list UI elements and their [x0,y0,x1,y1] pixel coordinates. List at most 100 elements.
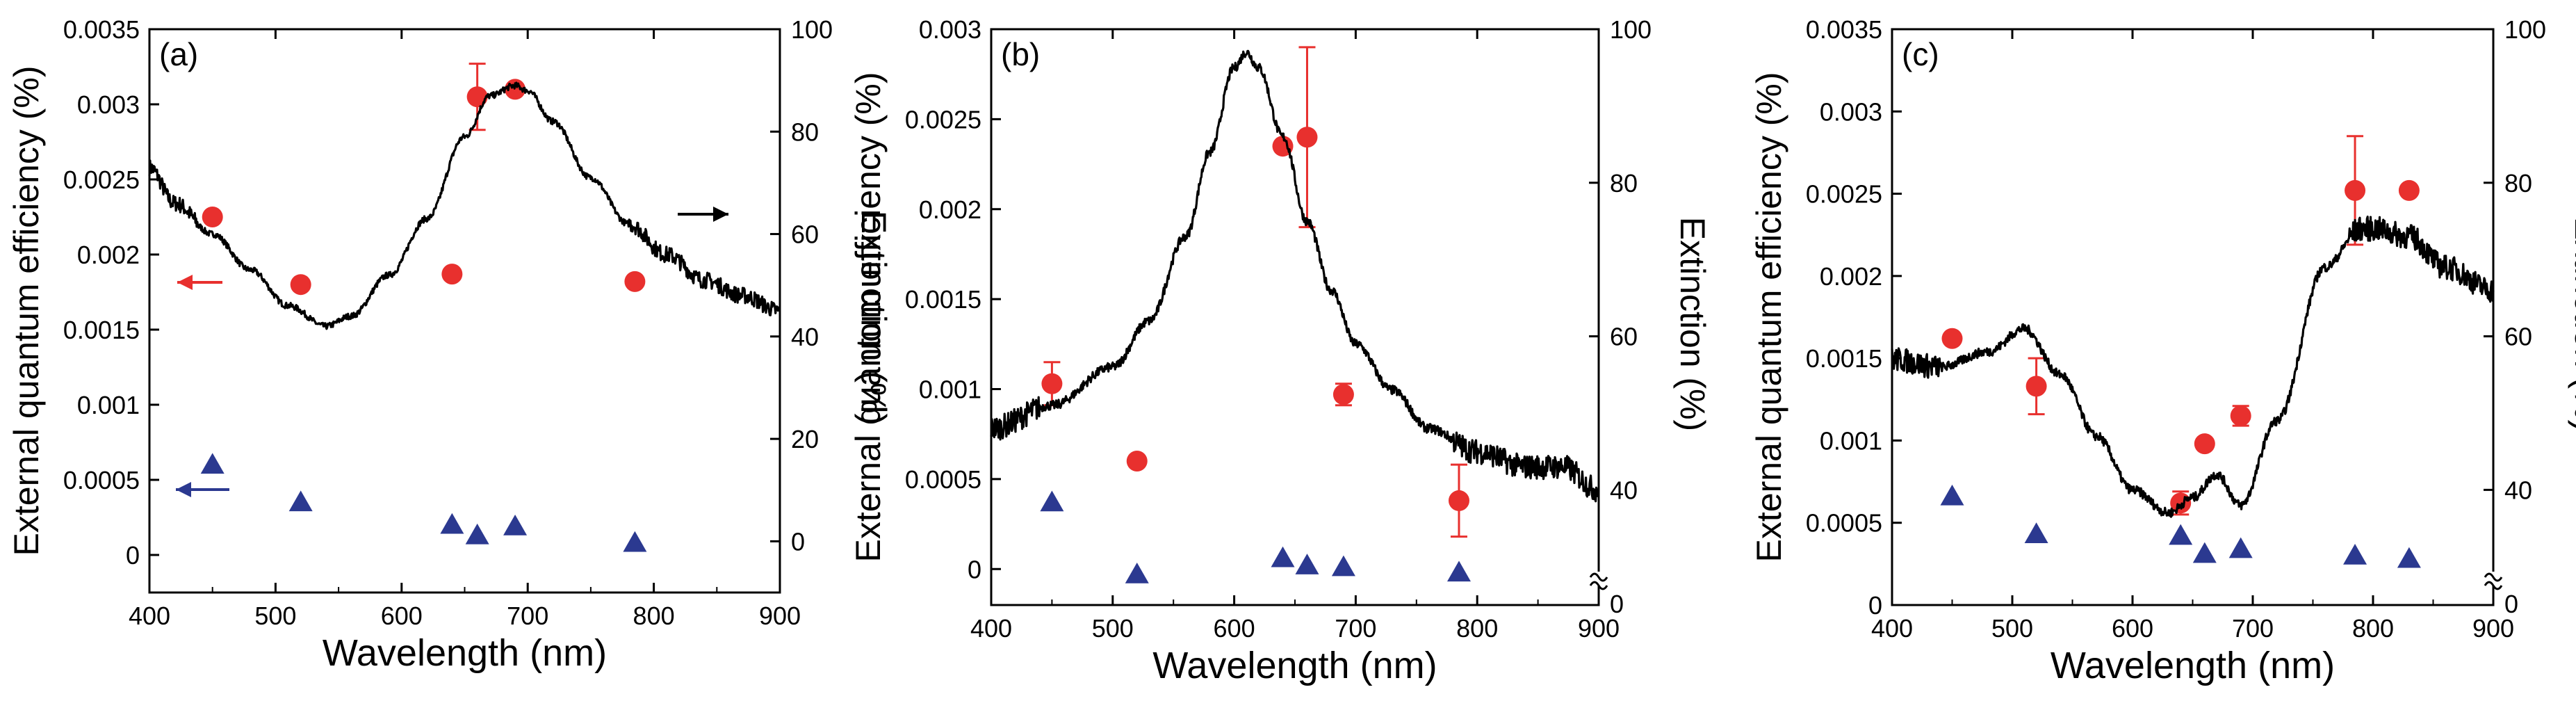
eqe-triangle-point [2024,522,2048,544]
x-tick-label: 400 [1871,614,1913,643]
eqe-circle-point [2230,405,2251,426]
axis-break-mark [2484,572,2503,582]
plot-frame [148,28,781,594]
y2-tick-label: 80 [2504,169,2532,198]
eqe-circle-point [1941,328,1963,349]
eqe-triangle-point [2169,524,2193,545]
y2-tick-label: 40 [791,323,819,351]
x-tick-label: 400 [129,602,170,630]
eqe-triangle-point [2192,542,2217,563]
x-axis-label: Wavelength (nm) [2051,645,2335,686]
y-tick-label: 0.0005 [1806,509,1882,538]
x-tick-label: 500 [1092,614,1134,643]
y-tick-label: 0.0025 [63,166,140,194]
eqe-triangle-point [1940,484,1964,506]
panel-label: (c) [1902,36,1939,72]
x-tick-label: 700 [2232,614,2274,643]
y-tick-label: 0 [1868,591,1882,620]
eqe-circle-point [290,274,311,296]
y-tick-label: 0.001 [77,391,140,419]
eqe-triangle-point [465,523,489,545]
eqe-triangle-point [2343,544,2367,565]
eqe-circle-point [624,271,646,292]
y2-tick-label: 0 [1610,590,1624,618]
eqe-circle-point [1296,127,1318,148]
y2-tick-label: 40 [1610,476,1638,504]
circle-series-arrow-head [177,275,193,290]
y-tick-label: 0.002 [77,241,140,269]
eqe-circle-point [2345,179,2366,201]
x-tick-label: 400 [970,614,1012,643]
y-tick-label: 0.001 [1820,426,1882,455]
y2-tick-label: 20 [791,425,819,453]
x-tick-label: 800 [633,602,675,630]
panel-a: 400 500 600 700 800 90000.00050.0010.00150.00… [7,15,893,674]
eqe-circle-point [441,264,463,285]
eqe-circle-point [202,207,223,227]
y2-tick-label: 40 [2504,476,2532,504]
y-tick-label: 0.002 [919,195,981,224]
eqe-circle-point [1041,373,1063,394]
plot-frame [990,28,1600,606]
eqe-triangle-point [2228,537,2253,558]
y2-tick-label: 80 [791,118,819,146]
panel-b: 400 500 600 700 800 90000.00050.0010.00150.00… [849,15,1712,686]
y-axis-label: External quantum efficiency (%) [1750,72,1788,563]
x-axis-label: Wavelength (nm) [323,632,607,674]
extinction-series-arrow-head [713,207,728,222]
x-tick-label: 800 [1456,614,1498,643]
eqe-circle-point [2194,433,2215,455]
eqe-triangle-point [2397,547,2421,568]
extinction-line [990,49,1600,503]
eqe-circle-point [2398,179,2420,201]
x-tick-label: 900 [759,602,801,630]
y2-tick-label: 100 [2504,15,2546,44]
eqe-triangle-point [1331,555,1355,577]
extinction-line [1891,216,2495,518]
y2-tick-label: 60 [2504,323,2532,351]
y2-tick-label: 0 [791,527,805,556]
y-tick-label: 0.0015 [905,285,981,314]
y2-axis-label: Extinction (%) [2568,217,2576,431]
eqe-circle-point [1126,451,1148,472]
x-tick-label: 600 [1214,614,1255,643]
x-tick-label: 500 [254,602,296,630]
y-tick-label: 0.0035 [1806,15,1882,44]
x-tick-label: 600 [381,602,423,630]
x-tick-label: 500 [1991,614,2033,643]
eqe-triangle-point [1125,563,1149,583]
x-tick-label: 800 [2352,614,2394,643]
eqe-circle-point [466,86,488,108]
plot-frame [1891,28,2495,606]
y-tick-label: 0.0005 [905,465,981,494]
panel-label: (a) [159,36,198,72]
axis-break-mark [1589,581,1608,590]
eqe-triangle-point [1271,546,1295,567]
eqe-triangle-point [1040,490,1064,512]
eqe-triangle-point [440,513,464,534]
y-tick-label: 0.001 [919,376,981,404]
y-axis-label: External quantum efficiency (%) [7,66,46,556]
y-tick-label: 0.0015 [63,316,140,344]
axis-break-mark [2484,581,2503,590]
y-tick-label: 0 [126,541,140,570]
y2-tick-label: 80 [1610,169,1638,198]
x-axis-label: Wavelength (nm) [1152,645,1437,686]
triangle-series-arrow-head [176,482,191,497]
y2-axis-label: Extinction (%) [854,211,893,425]
eqe-triangle-point [503,514,528,535]
y-axis-label: External quantum efficiency (%) [849,72,888,563]
y2-tick-label: 60 [1610,323,1638,351]
y-tick-label: 0.003 [919,15,981,44]
eqe-circle-point [1332,384,1354,405]
y-tick-label: 0.003 [77,90,140,119]
y-tick-label: 0.002 [1820,262,1882,291]
y-tick-label: 0.0025 [905,105,981,134]
y2-tick-label: 60 [791,220,819,249]
eqe-triangle-point [1295,554,1319,574]
eqe-triangle-point [1446,561,1471,582]
panel-label: (b) [1001,36,1040,72]
panel-c: 400 500 600 700 800 90000.00050.0010.00150.00… [1750,15,2576,686]
y-tick-label: 0.0025 [1806,180,1882,209]
